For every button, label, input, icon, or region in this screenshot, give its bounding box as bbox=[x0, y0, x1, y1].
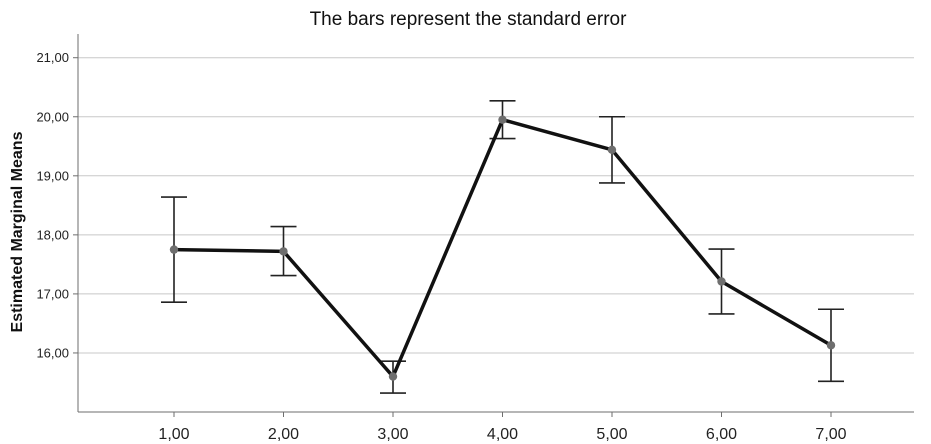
data-point bbox=[279, 247, 288, 256]
data-point bbox=[717, 277, 726, 286]
y-tick-label: 20,00 bbox=[36, 109, 69, 124]
y-tick-label: 18,00 bbox=[36, 227, 69, 242]
x-tick-label: 1,00 bbox=[158, 426, 189, 443]
x-tick-label: 2,00 bbox=[268, 426, 299, 443]
data-point bbox=[169, 245, 179, 254]
data-points bbox=[169, 115, 836, 381]
data-point bbox=[826, 341, 836, 350]
y-axis-label: Estimated Marginal Means bbox=[9, 131, 26, 332]
data-point bbox=[388, 372, 398, 381]
series-lines bbox=[172, 117, 833, 379]
data-point bbox=[607, 145, 617, 155]
x-tick-label: 7,00 bbox=[815, 426, 846, 443]
y-tick-label: 16,00 bbox=[36, 345, 69, 360]
x-axis-ticks: 1,00 2,00 3,00 4,00 5,00 6,00 7,00 bbox=[158, 412, 847, 443]
x-tick-label: 6,00 bbox=[706, 426, 737, 443]
x-tick-label: 4,00 bbox=[487, 426, 518, 443]
y-tick-label: 17,00 bbox=[36, 286, 69, 301]
error-bars bbox=[161, 100, 844, 394]
x-tick-label: 5,00 bbox=[596, 426, 627, 443]
chart-title: The bars represent the standard error bbox=[310, 9, 628, 30]
axes bbox=[77, 34, 914, 413]
x-tick-label: 3,00 bbox=[377, 426, 408, 443]
y-tick-label: 19,00 bbox=[36, 168, 69, 183]
y-axis-ticks: 16,00 17,00 18,00 19,00 20,00 21,00 bbox=[36, 50, 78, 360]
y-tick-label: 21,00 bbox=[36, 50, 69, 65]
gridlines bbox=[78, 57, 914, 354]
series-line bbox=[172, 117, 833, 379]
data-point bbox=[498, 115, 507, 124]
